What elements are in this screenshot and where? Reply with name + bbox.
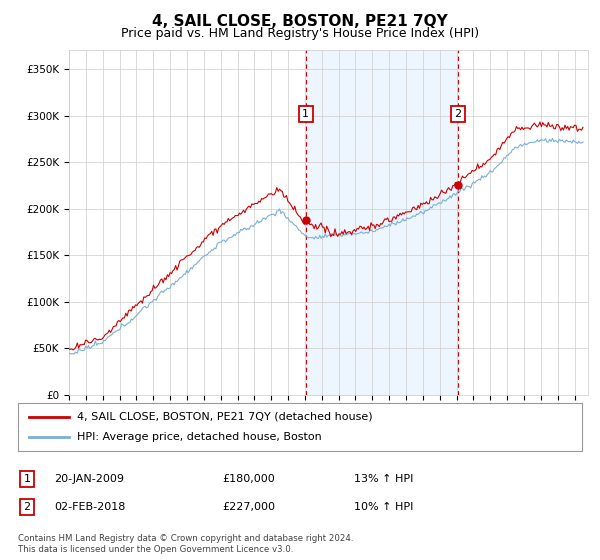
Text: £227,000: £227,000: [222, 502, 275, 512]
Text: 20-JAN-2009: 20-JAN-2009: [54, 474, 124, 484]
FancyBboxPatch shape: [18, 403, 582, 451]
Text: This data is licensed under the Open Government Licence v3.0.: This data is licensed under the Open Gov…: [18, 545, 293, 554]
Text: 2: 2: [455, 109, 461, 119]
Text: 4, SAIL CLOSE, BOSTON, PE21 7QY (detached house): 4, SAIL CLOSE, BOSTON, PE21 7QY (detache…: [77, 412, 373, 422]
Text: 2: 2: [23, 502, 31, 512]
Text: 1: 1: [302, 109, 309, 119]
Text: 4, SAIL CLOSE, BOSTON, PE21 7QY: 4, SAIL CLOSE, BOSTON, PE21 7QY: [152, 14, 448, 29]
Text: Contains HM Land Registry data © Crown copyright and database right 2024.: Contains HM Land Registry data © Crown c…: [18, 534, 353, 543]
Text: 1: 1: [23, 474, 31, 484]
Text: 13% ↑ HPI: 13% ↑ HPI: [354, 474, 413, 484]
Text: 02-FEB-2018: 02-FEB-2018: [54, 502, 125, 512]
Text: £180,000: £180,000: [222, 474, 275, 484]
Text: 10% ↑ HPI: 10% ↑ HPI: [354, 502, 413, 512]
Text: Price paid vs. HM Land Registry's House Price Index (HPI): Price paid vs. HM Land Registry's House …: [121, 27, 479, 40]
Text: HPI: Average price, detached house, Boston: HPI: Average price, detached house, Bost…: [77, 432, 322, 442]
